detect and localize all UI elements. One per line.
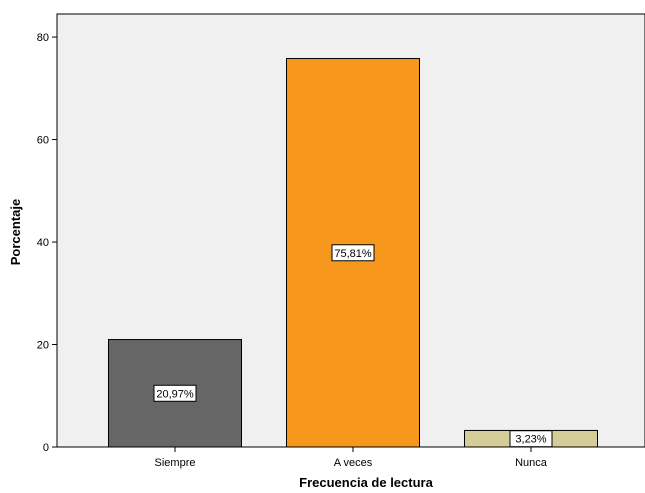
y-axis: 0 20 40 60 80 <box>37 32 57 454</box>
x-axis-title: Frecuencia de lectura <box>299 475 433 490</box>
x-tick-label: Siempre <box>155 457 196 469</box>
data-label: 75,81% <box>331 244 375 262</box>
data-label: 3,23% <box>509 430 553 448</box>
data-label: 20,97% <box>153 384 197 402</box>
y-axis-title: Porcentaje <box>8 199 23 265</box>
data-label-text: 75,81% <box>334 248 372 260</box>
y-tick-label: 60 <box>37 135 49 147</box>
data-label-box <box>331 244 375 262</box>
x-tick-label: Nunca <box>515 457 548 469</box>
data-label-box <box>509 430 553 448</box>
data-label-text: 3,23% <box>515 434 546 446</box>
y-tick-label: 0 <box>43 442 49 454</box>
data-label-text: 20,97% <box>156 388 194 400</box>
data-label-box <box>153 384 197 402</box>
y-tick-label: 20 <box>37 340 49 352</box>
y-tick-label: 40 <box>37 237 49 249</box>
y-tick-label: 80 <box>37 32 49 44</box>
x-tick-label: A veces <box>334 457 373 469</box>
x-axis: Siempre A veces Nunca <box>155 447 548 469</box>
data-labels: 20,97% 75,81% 3,23% <box>153 244 553 448</box>
